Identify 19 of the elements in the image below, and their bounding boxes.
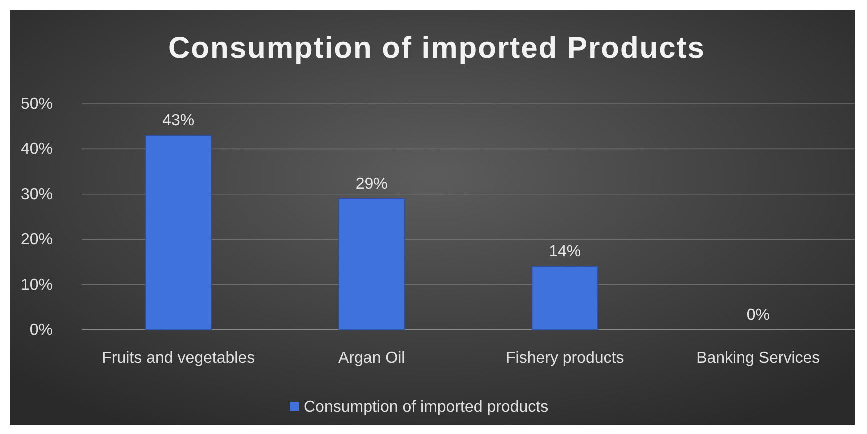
bar: [338, 198, 406, 330]
bar: [532, 266, 598, 330]
y-tick-label: 20%: [20, 232, 53, 249]
y-tick-label: 10%: [20, 276, 53, 294]
x-tick-label: Fruits and vegetables: [102, 350, 256, 367]
y-tick-label: 0%: [30, 322, 53, 339]
data-label: 0%: [746, 307, 770, 324]
y-tick-label: 30%: [20, 186, 53, 204]
y-tick-label: 50%: [20, 96, 53, 113]
data-label: 43%: [162, 112, 195, 130]
x-tick-label: Banking Services: [696, 350, 820, 367]
data-label: 14%: [549, 244, 582, 261]
x-tick-label: Fishery products: [506, 350, 624, 367]
x-tick-label: Argan Oil: [338, 350, 406, 367]
data-label: 29%: [356, 176, 388, 193]
chart-title: Consumption of imported Products: [168, 32, 706, 65]
bar: [145, 135, 212, 330]
text: Consumption of imported products: [304, 399, 549, 416]
y-tick-label: 40%: [20, 141, 53, 158]
